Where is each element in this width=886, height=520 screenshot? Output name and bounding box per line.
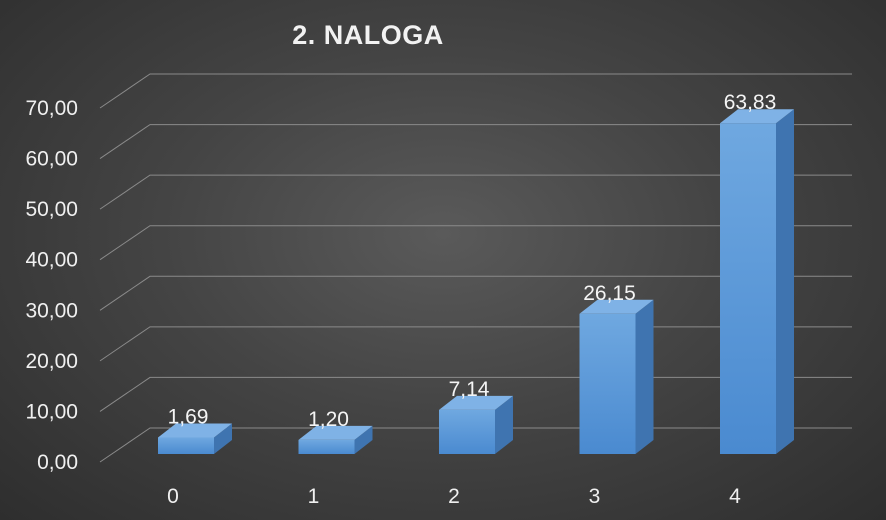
y-tick-label: 20,00 [25,350,78,373]
x-tick-label: 1 [308,485,320,508]
gridline [99,225,852,261]
data-label: 1,69 [168,405,209,428]
bar [720,109,794,454]
data-label: 1,20 [308,408,349,431]
bar-face [439,395,513,410]
y-tick-label: 70,00 [25,97,78,120]
bar-face [495,395,513,454]
gridline [99,124,852,159]
bar [579,299,654,454]
data-label: 7,14 [449,378,490,401]
bar-face [635,299,654,454]
bar [298,425,373,454]
bar-front [439,409,495,454]
data-label: 26,15 [583,282,636,305]
bar-face [579,299,654,314]
bar-face [298,425,373,440]
x-tick-label: 4 [729,485,741,508]
y-tick-label: 40,00 [25,249,78,272]
y-tick-label: 0,00 [37,451,78,474]
y-tick-label: 60,00 [25,148,78,171]
bar [158,423,232,454]
chart-title: 2. NALOGA [292,20,444,50]
bar [439,395,513,454]
bar-face [354,425,373,454]
x-tick-label: 2 [448,485,460,508]
bar-front [298,439,355,454]
bar-front [720,123,776,454]
y-tick-label: 10,00 [25,400,78,423]
y-tick-label: 30,00 [25,299,78,322]
bar-face [720,109,794,124]
data-label: 63,83 [724,91,777,114]
bar-face [158,423,232,438]
bar-face [214,423,232,454]
bar-front [579,313,636,454]
y-tick-label: 50,00 [25,198,78,221]
bar-front [158,437,214,454]
gridline [99,73,852,109]
x-tick-label: 0 [167,485,179,508]
gridline [99,275,852,311]
x-tick-label: 3 [589,485,601,508]
bar-face [776,109,794,454]
gridline [99,174,852,210]
